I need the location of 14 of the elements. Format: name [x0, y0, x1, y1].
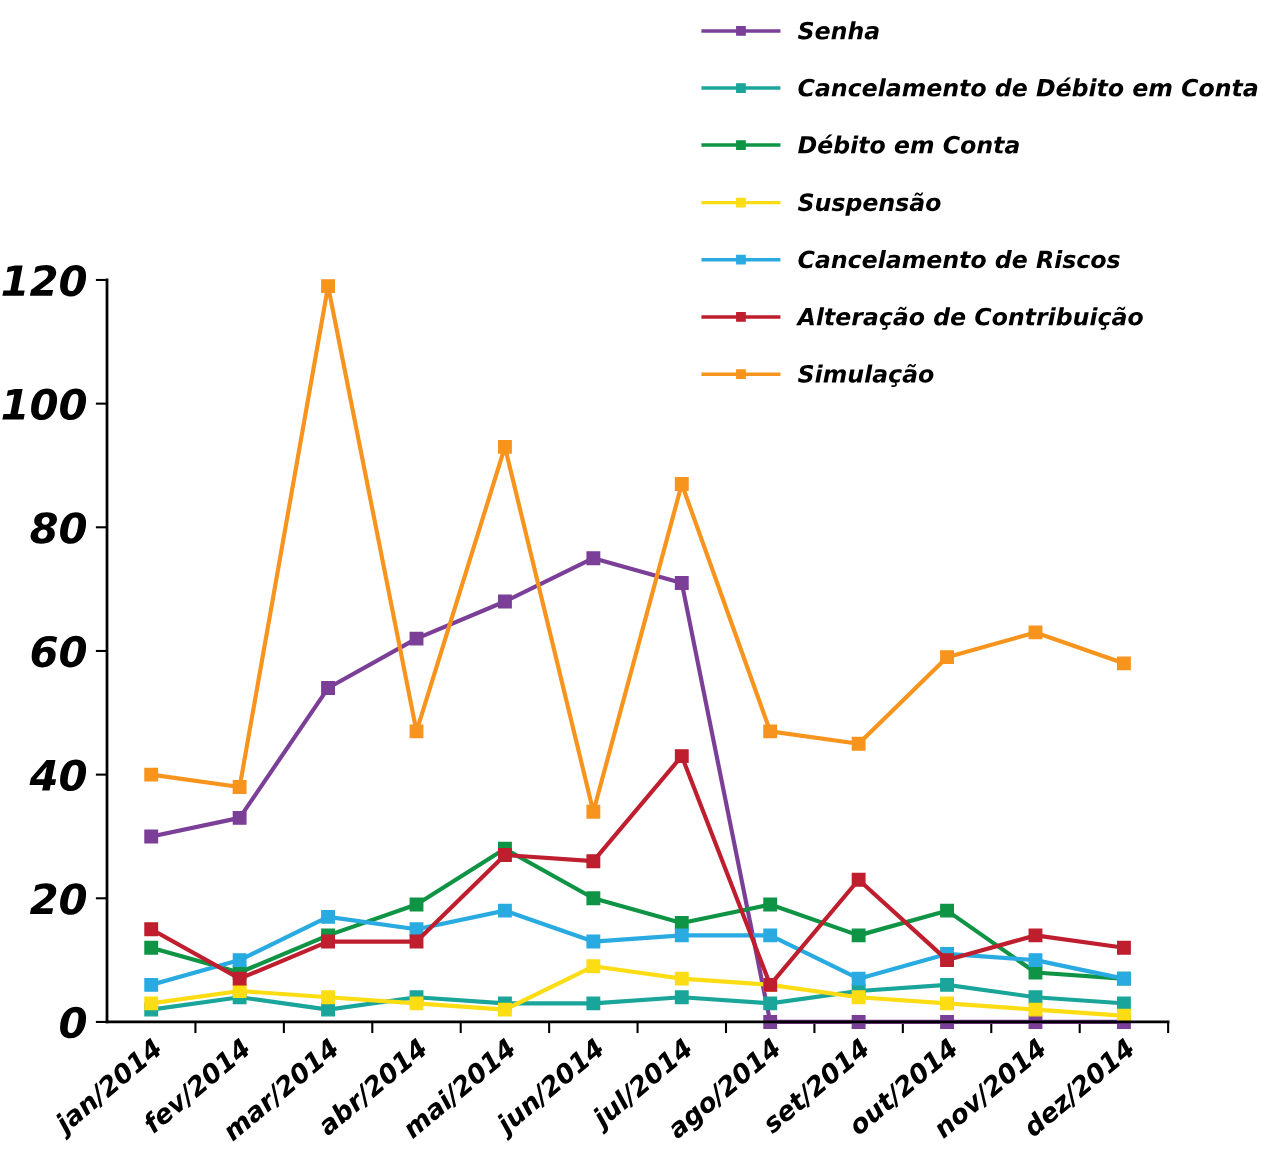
legend-label: Senha — [797, 21, 879, 40]
y-tick-label: 20 — [29, 883, 87, 915]
legend-label: Débito em Conta — [798, 134, 1019, 154]
legend-label: Alteração de Contribuição — [796, 306, 1143, 330]
legend-label: Suspensão — [797, 192, 941, 216]
y-tick-label: 120 — [2, 264, 87, 297]
y-tick-label: 0 — [60, 1006, 87, 1039]
legend-label: Cancelamento de Riscos — [798, 250, 1120, 269]
y-tick-label: 80 — [30, 512, 87, 544]
legend-label: Cancelamento de Débito em Conta — [798, 77, 1258, 97]
y-tick-label: 100 — [2, 388, 87, 421]
y-tick-label: 40 — [29, 759, 87, 792]
legend-label: Simulação — [797, 364, 934, 388]
y-tick-label: 60 — [31, 635, 87, 668]
